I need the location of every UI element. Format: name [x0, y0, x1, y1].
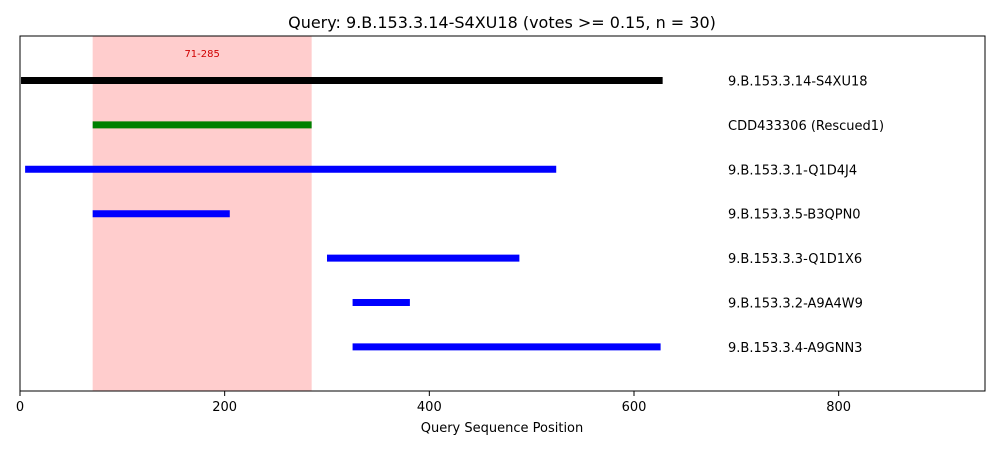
x-tick-label-2: 400 [417, 400, 442, 415]
x-tick-label-4: 800 [826, 400, 851, 415]
bar-label-2: 9.B.153.3.1-Q1D4J4 [728, 163, 857, 178]
bar-label-0: 9.B.153.3.14-S4XU18 [728, 75, 868, 90]
bar-label-6: 9.B.153.3.4-A9GNN3 [728, 341, 862, 356]
highlight-region-label: 71-285 [184, 49, 219, 60]
chart-title: Query: 9.B.153.3.14-S4XU18 (votes >= 0.1… [288, 13, 716, 32]
bar-label-1: CDD433306 (Rescued1) [728, 119, 884, 134]
x-axis-title: Query Sequence Position [421, 421, 584, 436]
x-tick-label-1: 200 [212, 400, 237, 415]
plot-area: 71-285 9.B.153.3.14-S4XU18 CDD433306 (Resc… [16, 35, 986, 415]
plot-frame [19, 35, 986, 392]
bar-label-4: 9.B.153.3.3-Q1D1X6 [728, 252, 862, 267]
x-tick-label-0: 0 [16, 400, 24, 415]
bar-label-5: 9.B.153.3.2-A9A4W9 [728, 297, 863, 312]
bar-label-3: 9.B.153.3.5-B3QPN0 [728, 208, 861, 223]
x-tick-label-3: 600 [622, 400, 647, 415]
